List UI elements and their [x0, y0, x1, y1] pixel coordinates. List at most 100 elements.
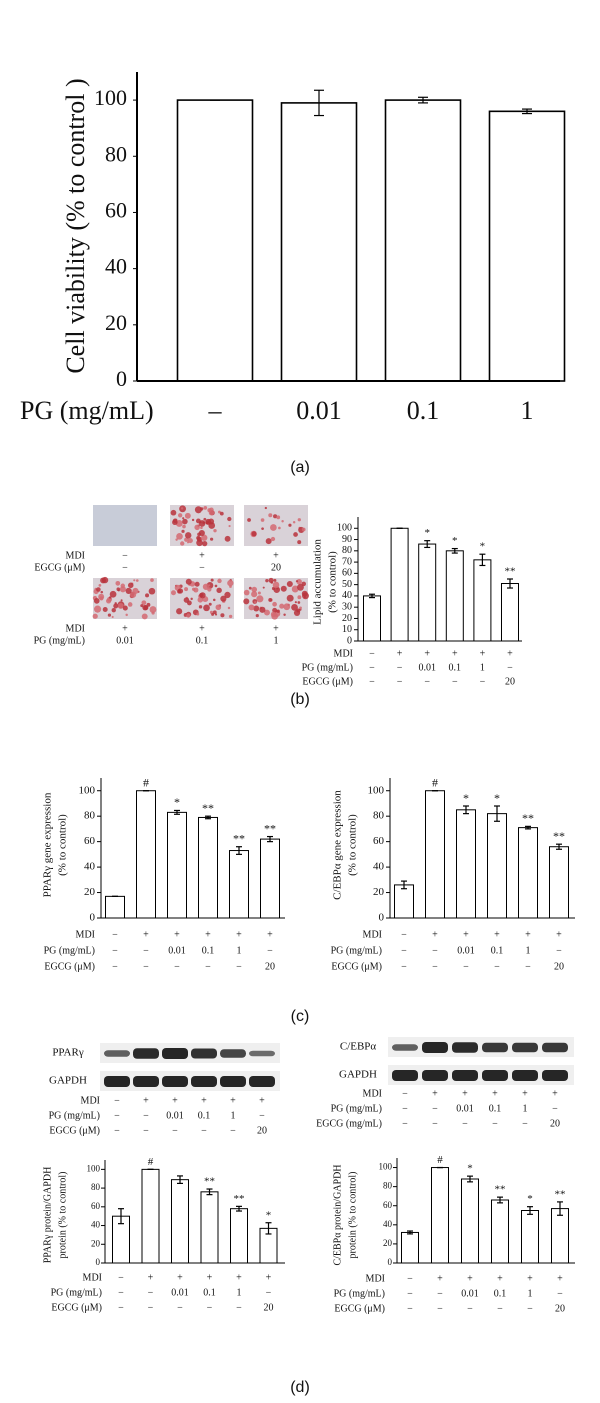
- stained-cell: [303, 596, 306, 599]
- stained-cell: [193, 587, 199, 593]
- blot-band: [392, 1044, 418, 1051]
- y-tick-label: 60: [342, 568, 352, 579]
- condition-value: −: [174, 961, 180, 972]
- condition-value: 20: [257, 1125, 267, 1136]
- condition-value: −: [118, 1287, 124, 1298]
- stained-cell: [100, 577, 106, 584]
- blot-band: [220, 1049, 246, 1058]
- stained-cell: [180, 507, 184, 510]
- condition-value: +: [199, 550, 205, 561]
- condition-value: +: [552, 1088, 558, 1099]
- condition-value: −: [148, 1302, 154, 1313]
- y-tick-label: 80: [84, 810, 96, 822]
- condition-value: 0.01: [166, 1110, 184, 1121]
- stained-cell: [243, 598, 250, 605]
- condition-value: −: [507, 662, 513, 673]
- stained-cell: [268, 597, 273, 602]
- condition-value: −: [452, 676, 458, 687]
- condition-value: −: [230, 1125, 236, 1136]
- condition-value: 0.1: [198, 1110, 211, 1121]
- y-axis-label: PPARγ protein/GAPDH: [42, 1167, 53, 1264]
- condition-value: +: [201, 1095, 207, 1106]
- condition-label: EGCG (μM): [34, 562, 85, 573]
- significance-mark: **: [505, 566, 516, 578]
- panel-label: (a): [290, 459, 310, 476]
- stained-cell: [102, 606, 108, 612]
- condition-value: −: [401, 945, 407, 956]
- stained-cell: [251, 531, 257, 537]
- condition-value: 20: [271, 562, 281, 573]
- condition-value: −: [266, 1287, 272, 1298]
- stained-cell: [194, 506, 202, 514]
- stained-cell: [228, 614, 233, 619]
- condition-value: −: [122, 550, 128, 561]
- bar: [390, 527, 409, 642]
- stained-cell: [297, 601, 301, 604]
- bar: [461, 1178, 479, 1264]
- stained-cell: [197, 597, 204, 603]
- bar: [488, 110, 566, 382]
- condition-label: PG (mg/mL): [49, 1110, 100, 1121]
- condition-value: +: [437, 1273, 443, 1284]
- bar: [425, 790, 445, 919]
- bar: [501, 583, 519, 642]
- y-tick-label: 100: [94, 85, 127, 110]
- significance-mark: **: [264, 821, 276, 835]
- condition-value: −: [122, 562, 128, 573]
- condition-value: 0.1: [449, 662, 462, 673]
- condition-value: +: [273, 550, 279, 561]
- y-tick-label: 20: [91, 1238, 101, 1248]
- x-tick-label: –: [208, 396, 223, 425]
- stained-cell: [183, 597, 190, 603]
- stained-cell: [248, 586, 252, 590]
- blot-band: [162, 1048, 188, 1059]
- stained-cell: [265, 538, 272, 545]
- condition-value: +: [172, 1095, 178, 1106]
- significance-mark: #: [432, 775, 438, 789]
- condition-label: MDI: [83, 1272, 102, 1283]
- blot-band: [542, 1070, 568, 1081]
- condition-value: 0.01: [116, 635, 134, 646]
- stained-cell: [181, 529, 185, 533]
- condition-value: −: [432, 945, 438, 956]
- condition-value: 1: [526, 945, 531, 956]
- stained-cell: [96, 587, 101, 592]
- condition-value: 20: [550, 1118, 560, 1129]
- stained-cell: [291, 585, 299, 593]
- blot-band: [249, 1076, 275, 1087]
- blot-band: [452, 1070, 478, 1081]
- blot-band: [104, 1050, 130, 1057]
- blot-label: C/EBPα: [340, 1041, 377, 1053]
- y-tick-label: 10: [342, 624, 352, 635]
- panel-label: (b): [290, 691, 310, 708]
- stained-cell: [146, 602, 151, 607]
- stained-cell: [202, 540, 208, 547]
- condition-label: MDI: [366, 1273, 385, 1284]
- condition-value: −: [552, 1103, 558, 1114]
- stained-cell: [219, 511, 224, 516]
- stained-cell: [214, 613, 218, 616]
- condition-value: −: [201, 1125, 207, 1136]
- condition-value: −: [118, 1302, 124, 1313]
- condition-value: −: [437, 1288, 443, 1299]
- stained-cell: [211, 612, 215, 616]
- condition-value: +: [424, 648, 430, 659]
- condition-value: +: [462, 1088, 468, 1099]
- y-tick-label: 20: [383, 1238, 393, 1248]
- condition-value: +: [432, 1088, 438, 1099]
- condition-value: −: [494, 961, 500, 972]
- stained-cell: [286, 581, 293, 588]
- blot-band: [512, 1042, 538, 1053]
- stained-cell: [116, 587, 121, 592]
- y-tick-label: 20: [105, 310, 127, 335]
- stained-cell: [141, 613, 148, 620]
- y-axis-label: C/EBPα protein/GAPDH: [332, 1164, 343, 1265]
- stained-cell: [127, 582, 134, 589]
- panel-label: (d): [290, 1379, 310, 1396]
- blot-band: [133, 1076, 159, 1087]
- condition-value: +: [122, 623, 128, 634]
- significance-mark: **: [234, 1193, 245, 1205]
- condition-value: −: [402, 1118, 408, 1129]
- condition-value: +: [148, 1272, 154, 1283]
